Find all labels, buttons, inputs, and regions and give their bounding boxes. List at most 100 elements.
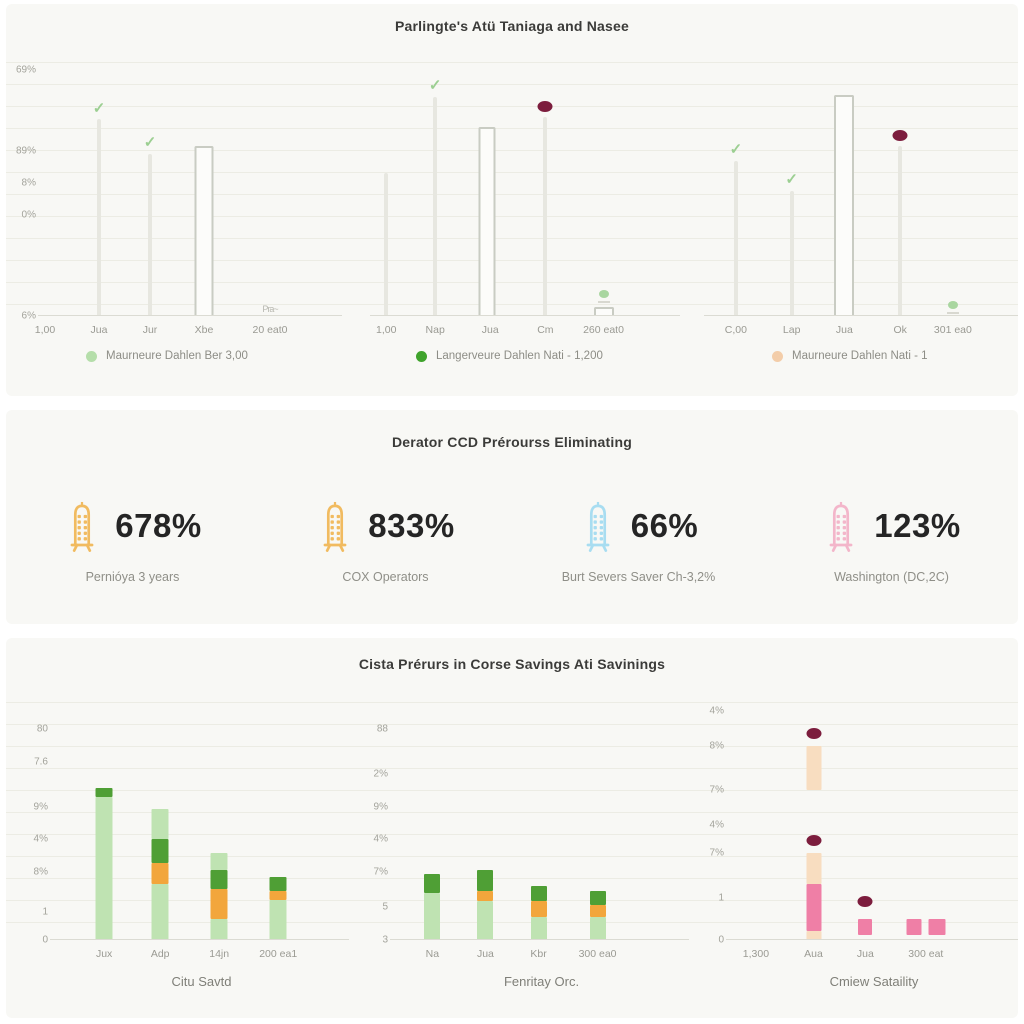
y-tick-label: 8% bbox=[21, 177, 36, 189]
bar-segment bbox=[477, 869, 494, 891]
top-section-title: Parlingte's Atü Taniaga and Nasee bbox=[395, 18, 629, 34]
y-tick-label: 8% bbox=[33, 866, 48, 878]
x-tick-label: 260 eat0 bbox=[583, 324, 624, 336]
bar-segment bbox=[269, 876, 287, 891]
y-tick-label: 80 bbox=[36, 723, 48, 735]
bar-segment bbox=[806, 883, 822, 931]
y-tick-label: 5 bbox=[382, 901, 388, 913]
x-tick-label: Jua bbox=[856, 948, 874, 960]
stats-section-title: Derator CCD Prérourss Eliminating bbox=[392, 434, 632, 450]
y-tick-label: 69% bbox=[15, 64, 36, 76]
lollipop-bar bbox=[543, 116, 548, 316]
gridlines bbox=[6, 702, 1018, 944]
y-tick-label: 4% bbox=[373, 833, 388, 845]
small-green-dot bbox=[946, 300, 959, 314]
stat-value: 678% bbox=[115, 507, 202, 544]
section-bottom-charts: Cista Prérurs in Corse Savings Ati Savin… bbox=[6, 638, 1018, 1018]
bar-segment bbox=[477, 901, 494, 940]
mini-outlined-box bbox=[593, 307, 614, 316]
lollipop-bar bbox=[789, 190, 794, 316]
x-tick-label: 20 eat0 bbox=[252, 324, 288, 336]
bar-segment bbox=[151, 883, 169, 940]
x-tick-label: Nap bbox=[425, 324, 445, 336]
bar-segment bbox=[530, 916, 547, 940]
x-tick-label: Na bbox=[425, 948, 440, 960]
bar-segment bbox=[530, 886, 547, 902]
stat-value: 123% bbox=[874, 507, 961, 544]
bar-segment bbox=[269, 900, 287, 940]
stat-card-1: 678% Pernióya 3 years bbox=[6, 494, 259, 584]
y-tick-label: 7% bbox=[373, 866, 388, 878]
check-icon: ✓ bbox=[785, 170, 798, 188]
x-tick-label: Jua bbox=[835, 324, 853, 336]
x-tick-label: Jua bbox=[476, 948, 494, 960]
x-tick-label: C,00 bbox=[724, 324, 747, 336]
y-tick-label: 4% bbox=[709, 819, 724, 831]
y-tick-label: 4% bbox=[709, 705, 724, 717]
bar-segment bbox=[210, 853, 228, 870]
lollipop-bar bbox=[733, 161, 738, 316]
x-tick-label: 300 ea0 bbox=[578, 948, 617, 960]
legend-item-2: Langerveure Dahlen Nati - 1,200 bbox=[416, 350, 603, 362]
legend-dot bbox=[86, 350, 97, 362]
x-tick-label: Xbe bbox=[194, 324, 214, 336]
x-tick-label: 300 eat bbox=[908, 948, 944, 960]
y-tick-label: 1 bbox=[718, 892, 724, 904]
lollipop-bar bbox=[148, 153, 152, 316]
bar-segment bbox=[589, 904, 606, 917]
bar-segment bbox=[928, 918, 946, 936]
bar-segment bbox=[151, 839, 169, 863]
bar-segment bbox=[806, 930, 822, 940]
building-icon bbox=[822, 499, 860, 553]
x-axis-title: Citu Savtd bbox=[171, 974, 232, 989]
x-tick-label: 1,00 bbox=[376, 324, 397, 336]
stat-card-4: 123% Washington (DC,2C) bbox=[765, 494, 1018, 584]
bar-segment bbox=[530, 901, 547, 917]
x-tick-label: 301 ea0 bbox=[933, 324, 972, 336]
y-tick-label: 89% bbox=[15, 145, 36, 157]
bar-segment bbox=[424, 874, 441, 894]
legend-label: Maurneure Dahlen Nati - 1 bbox=[792, 350, 928, 362]
lollipop-bar bbox=[433, 97, 438, 316]
bar-segment bbox=[95, 797, 113, 940]
y-tick-label: 9% bbox=[33, 801, 48, 813]
bottom-section-title: Cista Prérurs in Corse Savings Ati Savin… bbox=[358, 656, 666, 672]
y-tick-label: 3 bbox=[382, 934, 388, 946]
chart-stacked-1: Citu Savtd 80 7.6 9% 4% 8% 1 0 Jux Adp 14jn 200 ea… bbox=[34, 706, 349, 989]
stat-card-2: 833% COX Operators bbox=[259, 494, 512, 584]
outlined-bar bbox=[834, 94, 855, 316]
y-tick-label: 2% bbox=[373, 768, 388, 780]
section-stats: Derator CCD Prérourss Eliminating bbox=[6, 410, 1018, 624]
bar-segment bbox=[806, 745, 822, 791]
y-tick-label: 6% bbox=[21, 310, 36, 322]
maroon-dot-marker bbox=[806, 835, 822, 847]
bar-segment bbox=[424, 893, 441, 940]
chart-stacked-2: Fenritay Orc. 88 2% 9% 4% 7% 5 3 Na Jua Kbr 300 ea… bbox=[374, 706, 689, 989]
chart-stacked-3: Cmiew Sataility 4% 8% 7% 4% 7% 1 0 1,300 Aua Jua 3… bbox=[710, 705, 1018, 989]
y-tick-label: 7.6 bbox=[34, 756, 48, 768]
x-tick-label: Adp bbox=[150, 948, 170, 960]
bar-segment bbox=[589, 890, 606, 905]
x-tick-label: Jux bbox=[95, 948, 113, 960]
x-tick-label: Jur bbox=[142, 324, 158, 336]
x-tick-label: 1,300 bbox=[742, 948, 770, 960]
bar-segment bbox=[210, 869, 228, 889]
x-tick-label: Lap bbox=[782, 324, 801, 336]
stat-label: Washington (DC,2C) bbox=[834, 570, 949, 584]
x-tick-label: 200 ea1 bbox=[259, 948, 298, 960]
check-icon: ✓ bbox=[92, 99, 106, 117]
bar-segment bbox=[151, 808, 169, 840]
stat-card-3: 66% Burt Severs Saver Ch-3,2% bbox=[512, 494, 765, 584]
legend-item-1: Maurneure Dahlen Ber 3,00 bbox=[86, 350, 248, 362]
stat-label: Burt Severs Saver Ch-3,2% bbox=[561, 570, 716, 584]
bar-segment bbox=[806, 853, 822, 884]
legend-label: Maurneure Dahlen Ber 3,00 bbox=[106, 350, 248, 362]
bar-segment bbox=[95, 787, 113, 798]
bar-segment bbox=[269, 890, 287, 901]
check-icon: ✓ bbox=[729, 141, 743, 159]
chart-lollipop-2: 1,00 Nap Jua Cm 260 eat0 ✓ bbox=[370, 70, 680, 336]
legend-item-3: Maurneure Dahlen Nati - 1 bbox=[772, 350, 928, 362]
outlined-bar bbox=[478, 126, 496, 316]
stat-label: Pernióya 3 years bbox=[85, 570, 180, 584]
maroon-dot-marker bbox=[857, 896, 873, 908]
